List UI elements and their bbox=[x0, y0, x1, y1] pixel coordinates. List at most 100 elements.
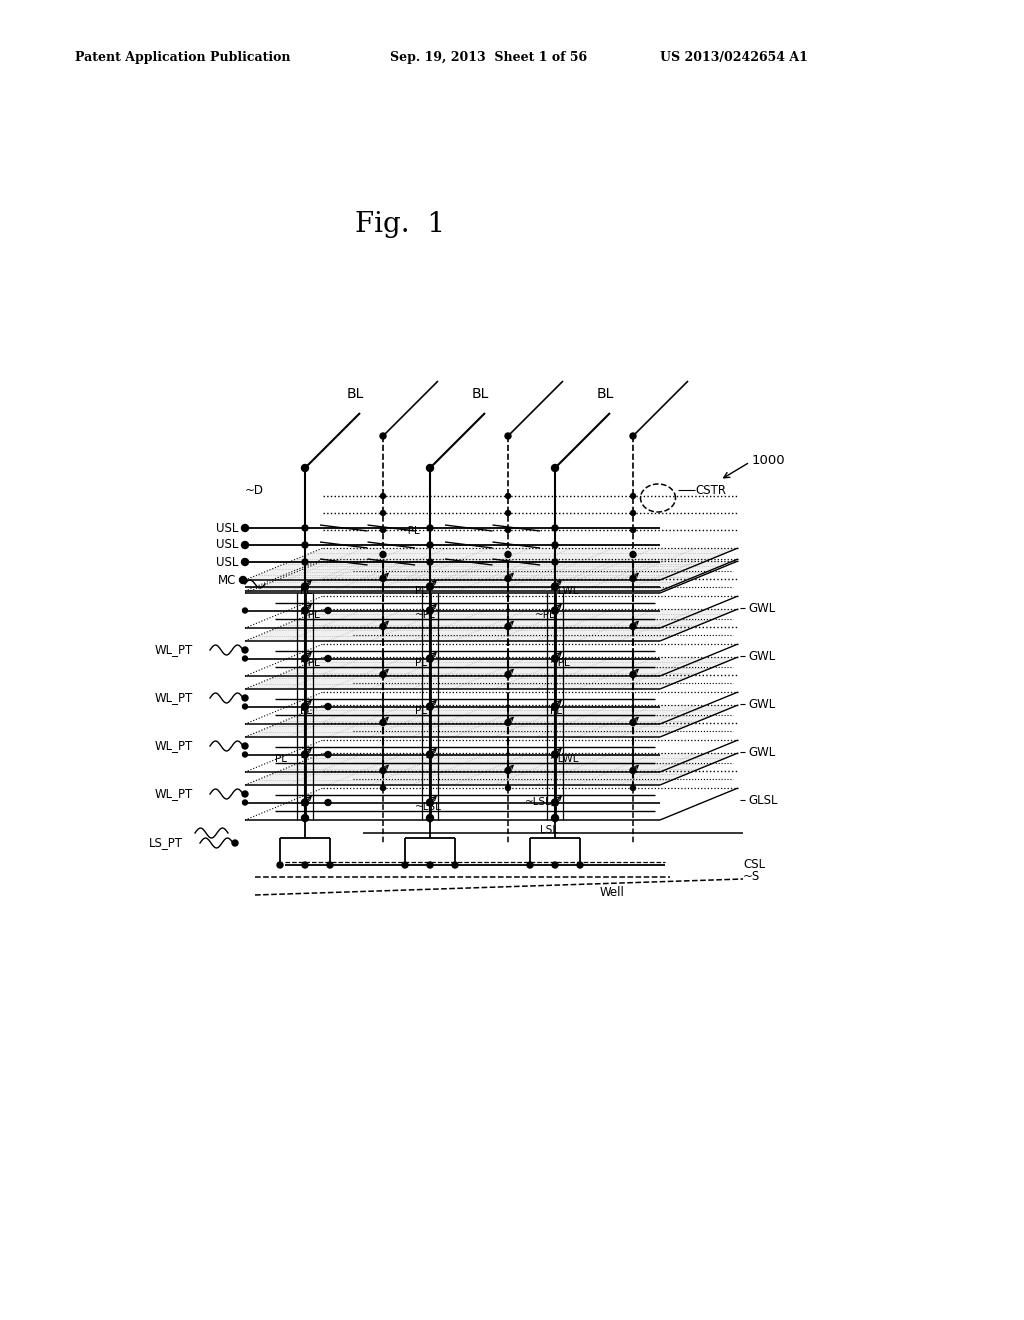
Circle shape bbox=[302, 543, 308, 548]
Circle shape bbox=[552, 543, 558, 548]
Text: WL_PT: WL_PT bbox=[155, 692, 193, 705]
Circle shape bbox=[243, 609, 248, 612]
Circle shape bbox=[505, 623, 511, 630]
Text: ~PL: ~PL bbox=[300, 659, 321, 668]
Text: GWL: GWL bbox=[748, 602, 775, 615]
Polygon shape bbox=[245, 705, 738, 737]
Circle shape bbox=[325, 800, 331, 805]
Circle shape bbox=[506, 494, 511, 499]
Circle shape bbox=[506, 528, 511, 532]
Circle shape bbox=[427, 704, 433, 710]
Text: ~LSL: ~LSL bbox=[415, 803, 442, 813]
Circle shape bbox=[506, 511, 511, 516]
Circle shape bbox=[242, 524, 249, 532]
Circle shape bbox=[427, 751, 433, 758]
Circle shape bbox=[552, 862, 558, 869]
Circle shape bbox=[427, 607, 433, 614]
Circle shape bbox=[630, 767, 636, 774]
Polygon shape bbox=[245, 609, 738, 642]
Circle shape bbox=[381, 511, 385, 516]
Circle shape bbox=[242, 696, 248, 701]
Polygon shape bbox=[245, 548, 738, 579]
Circle shape bbox=[242, 558, 249, 565]
Circle shape bbox=[302, 862, 308, 869]
Text: PL: PL bbox=[300, 586, 312, 597]
Text: USL: USL bbox=[216, 539, 238, 552]
Circle shape bbox=[552, 525, 558, 531]
Circle shape bbox=[380, 576, 386, 582]
Text: ~LWL: ~LWL bbox=[550, 755, 580, 764]
Circle shape bbox=[630, 552, 636, 557]
Circle shape bbox=[505, 433, 511, 440]
Text: ~LSL: ~LSL bbox=[525, 797, 552, 807]
Text: Well: Well bbox=[600, 886, 625, 899]
Circle shape bbox=[325, 656, 331, 661]
Circle shape bbox=[402, 862, 408, 869]
Circle shape bbox=[301, 799, 308, 807]
Circle shape bbox=[631, 785, 636, 791]
Text: CSL: CSL bbox=[743, 858, 765, 871]
Text: ~PL: ~PL bbox=[415, 610, 436, 620]
Circle shape bbox=[302, 525, 308, 531]
Circle shape bbox=[552, 814, 558, 821]
Circle shape bbox=[380, 433, 386, 440]
Circle shape bbox=[630, 719, 636, 726]
Circle shape bbox=[381, 528, 385, 532]
Text: US 2013/0242654 A1: US 2013/0242654 A1 bbox=[660, 51, 808, 65]
Text: Fig.  1: Fig. 1 bbox=[355, 211, 445, 239]
Circle shape bbox=[452, 862, 458, 869]
Circle shape bbox=[301, 704, 308, 710]
Circle shape bbox=[552, 465, 558, 471]
Text: BL: BL bbox=[471, 387, 488, 401]
Circle shape bbox=[427, 558, 433, 565]
Circle shape bbox=[381, 785, 385, 791]
Circle shape bbox=[630, 623, 636, 630]
Text: USL: USL bbox=[216, 556, 238, 569]
Circle shape bbox=[631, 528, 636, 532]
Circle shape bbox=[552, 558, 558, 565]
Circle shape bbox=[552, 751, 558, 758]
Text: BL: BL bbox=[346, 387, 364, 401]
Circle shape bbox=[325, 607, 331, 614]
Circle shape bbox=[325, 751, 331, 758]
Text: BL: BL bbox=[596, 387, 613, 401]
Circle shape bbox=[427, 583, 433, 590]
Circle shape bbox=[243, 800, 248, 805]
Circle shape bbox=[380, 552, 386, 557]
Text: WL_PT: WL_PT bbox=[155, 739, 193, 752]
Circle shape bbox=[242, 743, 248, 748]
Text: PL: PL bbox=[415, 659, 427, 668]
Circle shape bbox=[243, 752, 248, 756]
Circle shape bbox=[630, 672, 636, 677]
Text: LS_PT: LS_PT bbox=[150, 837, 183, 850]
Text: GLSL: GLSL bbox=[748, 793, 777, 807]
Text: Sep. 19, 2013  Sheet 1 of 56: Sep. 19, 2013 Sheet 1 of 56 bbox=[390, 51, 587, 65]
Text: WL_PT: WL_PT bbox=[155, 788, 193, 800]
Circle shape bbox=[427, 799, 433, 807]
Text: 1000: 1000 bbox=[752, 454, 785, 466]
Polygon shape bbox=[245, 752, 738, 785]
Polygon shape bbox=[245, 657, 738, 689]
Circle shape bbox=[552, 607, 558, 614]
Circle shape bbox=[380, 767, 386, 774]
Circle shape bbox=[381, 494, 385, 499]
Polygon shape bbox=[245, 561, 738, 593]
Circle shape bbox=[505, 552, 511, 557]
Circle shape bbox=[380, 719, 386, 726]
Circle shape bbox=[301, 583, 308, 590]
Circle shape bbox=[427, 525, 433, 531]
Circle shape bbox=[380, 623, 386, 630]
Circle shape bbox=[505, 719, 511, 726]
Text: GWL: GWL bbox=[748, 697, 775, 710]
Circle shape bbox=[631, 511, 636, 516]
Circle shape bbox=[505, 672, 511, 677]
Circle shape bbox=[301, 655, 308, 663]
Circle shape bbox=[325, 704, 331, 710]
Circle shape bbox=[327, 862, 333, 869]
Circle shape bbox=[577, 862, 583, 869]
Circle shape bbox=[243, 656, 248, 661]
Circle shape bbox=[505, 576, 511, 582]
Circle shape bbox=[301, 607, 308, 614]
Circle shape bbox=[427, 543, 433, 548]
Circle shape bbox=[243, 704, 248, 709]
